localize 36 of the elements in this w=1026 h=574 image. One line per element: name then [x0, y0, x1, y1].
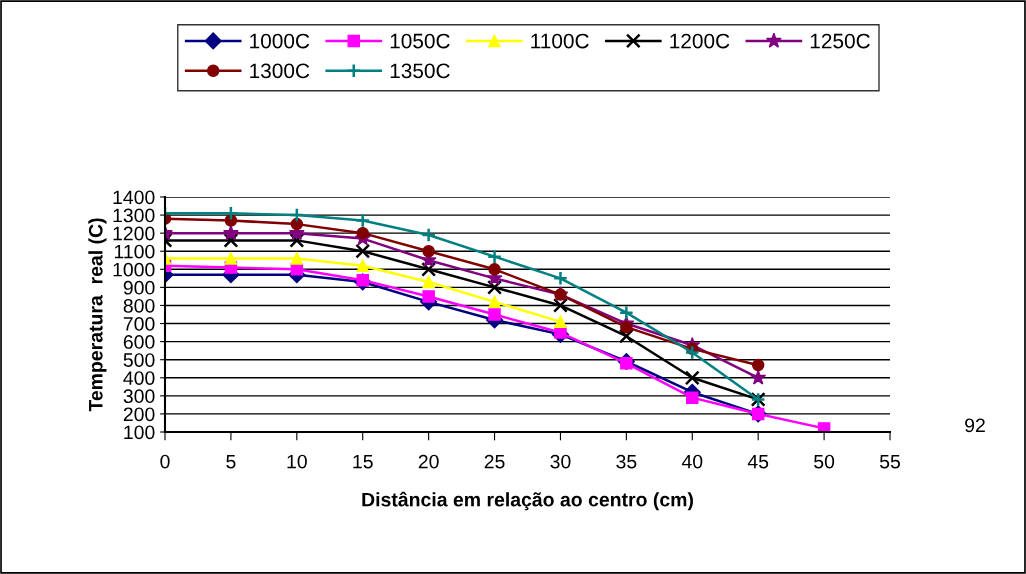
x-tick-label: 30 — [550, 454, 571, 469]
y-tick-label: 400 — [123, 371, 155, 386]
x-tick-label: 10 — [287, 454, 307, 469]
y-tick-label: 200 — [123, 407, 155, 422]
legend-label: 1200C — [670, 33, 730, 49]
y-tick-label: 300 — [123, 389, 155, 404]
x-tick-label: 50 — [814, 454, 835, 469]
y-tick-label: 1400 — [113, 190, 155, 205]
x-tick-label: 40 — [681, 454, 703, 469]
y-axis-title: Temperatura real (C) — [88, 218, 107, 412]
x-tick-label: 55 — [879, 454, 900, 469]
x-tick-label: 45 — [747, 454, 769, 469]
x-tick-label: 35 — [616, 454, 637, 469]
y-tick-label: 1300 — [113, 208, 155, 223]
y-tick-label: 100 — [124, 425, 155, 440]
legend-label: 1250C — [810, 33, 870, 49]
x-tick-label: 5 — [226, 454, 236, 469]
x-tick-label: 20 — [418, 454, 439, 469]
x-tick-label: 15 — [353, 454, 373, 469]
y-tick-label: 1000 — [113, 262, 155, 277]
legend-label: 1100C — [531, 33, 589, 49]
y-tick-label: 1200 — [113, 226, 155, 241]
x-tick-label: 25 — [484, 454, 505, 469]
legend-label: 1050C — [390, 33, 450, 49]
y-tick-label: 600 — [123, 335, 155, 349]
y-tick-label: 500 — [123, 353, 155, 367]
text: 92 — [965, 418, 985, 433]
x-tick-label: 0 — [160, 454, 170, 469]
y-tick-label: 800 — [123, 298, 155, 313]
x-axis-title: Distância em relação ao centro (cm) — [362, 491, 693, 511]
y-tick-label: 700 — [123, 317, 155, 331]
y-tick-label: 1100 — [114, 244, 155, 259]
legend-label: 1300C — [250, 63, 310, 79]
y-tick-label: 900 — [123, 280, 155, 295]
legend-label: 1350C — [390, 63, 450, 79]
legend-label: 1000C — [250, 33, 310, 49]
